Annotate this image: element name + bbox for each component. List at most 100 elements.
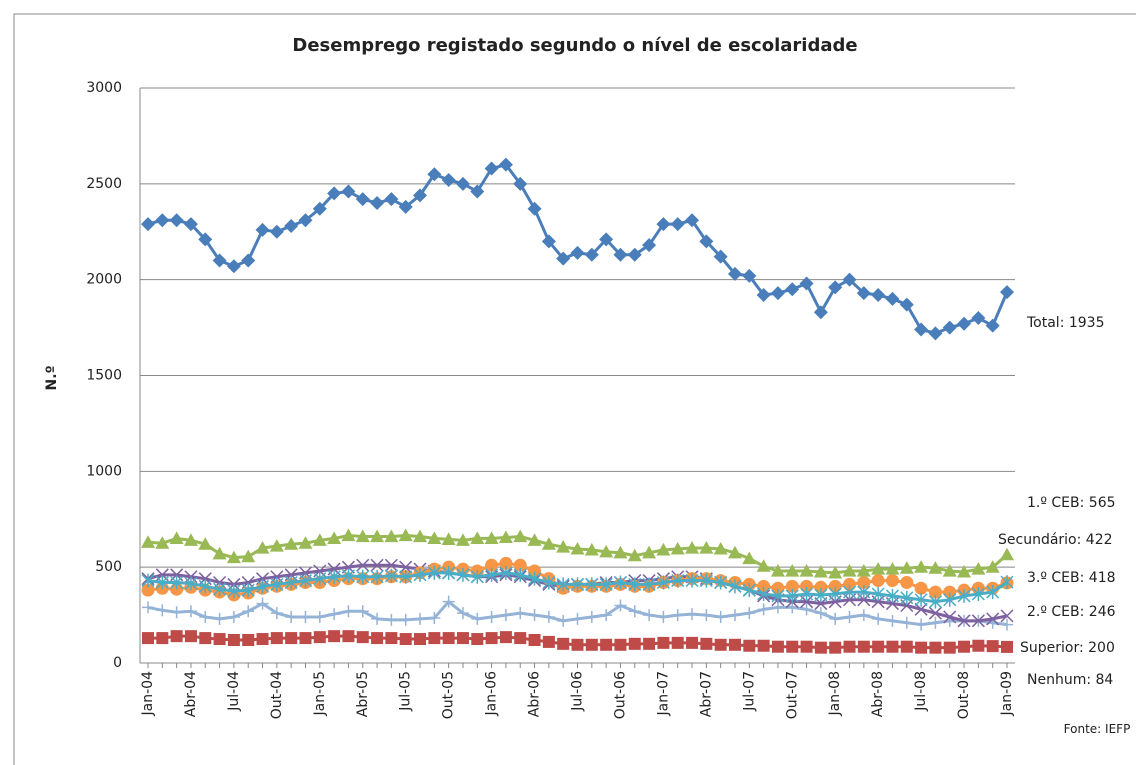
marker [857,585,871,600]
marker [556,251,571,266]
marker [928,561,943,574]
chart-frame [13,13,1136,765]
marker [513,176,528,191]
marker [441,532,456,545]
marker [742,583,756,598]
marker [270,632,283,645]
marker [299,611,312,623]
marker [499,556,513,570]
marker [829,641,842,654]
marker [700,609,713,622]
marker [156,632,169,645]
marker [456,607,469,620]
marker [356,631,369,644]
marker [829,612,842,625]
marker [800,603,813,616]
marker [557,614,570,627]
y-tick-label: 3000 [86,80,122,96]
marker [985,560,1000,573]
x-tick-label: Jan-06 [484,671,500,717]
x-tick-label: Out-08 [956,671,972,719]
marker [327,531,342,545]
marker [1001,640,1013,653]
marker [298,573,313,588]
marker [541,234,556,249]
marker [628,637,641,650]
marker [585,638,598,651]
marker [170,630,183,643]
y-tick-label: 1500 [86,368,122,384]
marker [542,635,555,648]
marker [986,640,999,653]
marker [643,637,656,650]
marker [414,612,427,625]
marker [557,637,570,650]
marker [828,579,842,593]
marker [213,582,227,597]
marker [285,632,298,645]
marker [428,611,441,624]
marker [456,567,470,582]
marker [241,583,255,598]
marker [757,579,771,593]
marker [456,632,469,645]
y-tick-label: 1000 [86,463,122,479]
marker [570,541,585,555]
marker [685,573,699,588]
marker [184,630,197,643]
marker [756,288,771,302]
marker [843,577,857,591]
marker [628,577,642,592]
marker [700,637,713,650]
marker [498,157,513,172]
marker [757,639,770,652]
marker [184,576,198,591]
x-tick-label: Out-07 [784,671,800,719]
marker [656,217,671,232]
marker [1000,609,1014,623]
marker [986,612,1000,626]
marker [541,537,556,550]
marker [886,640,899,653]
marker [341,568,355,583]
marker [141,217,155,232]
marker [170,575,184,590]
marker [528,571,542,586]
marker [355,529,370,543]
marker [155,575,169,590]
marker [398,199,413,214]
marker [813,305,828,320]
marker [843,640,856,653]
marker [370,569,384,584]
series-end-label: 2.º CEB: 246 [1027,604,1116,620]
marker [199,632,212,645]
marker [198,579,212,594]
x-tick-label: Out-06 [612,671,628,719]
marker [670,541,685,555]
marker [584,542,599,556]
marker [957,614,971,628]
marker [385,613,398,626]
marker [471,612,484,625]
x-tick-label: Jul-05 [398,671,414,712]
marker [670,217,685,232]
x-tick-label: Abr-04 [183,671,199,717]
marker [756,559,771,572]
marker [856,564,871,577]
marker [513,529,528,543]
marker [485,632,498,645]
marker [900,590,914,605]
marker [269,224,284,239]
marker [871,574,885,588]
marker [614,599,627,612]
marker [685,213,700,228]
marker [771,601,784,614]
marker [585,611,598,623]
marker [285,611,298,623]
marker [614,638,627,651]
marker [599,577,613,592]
marker [312,533,327,546]
marker [657,611,670,623]
marker [499,631,512,644]
marker [828,565,843,579]
